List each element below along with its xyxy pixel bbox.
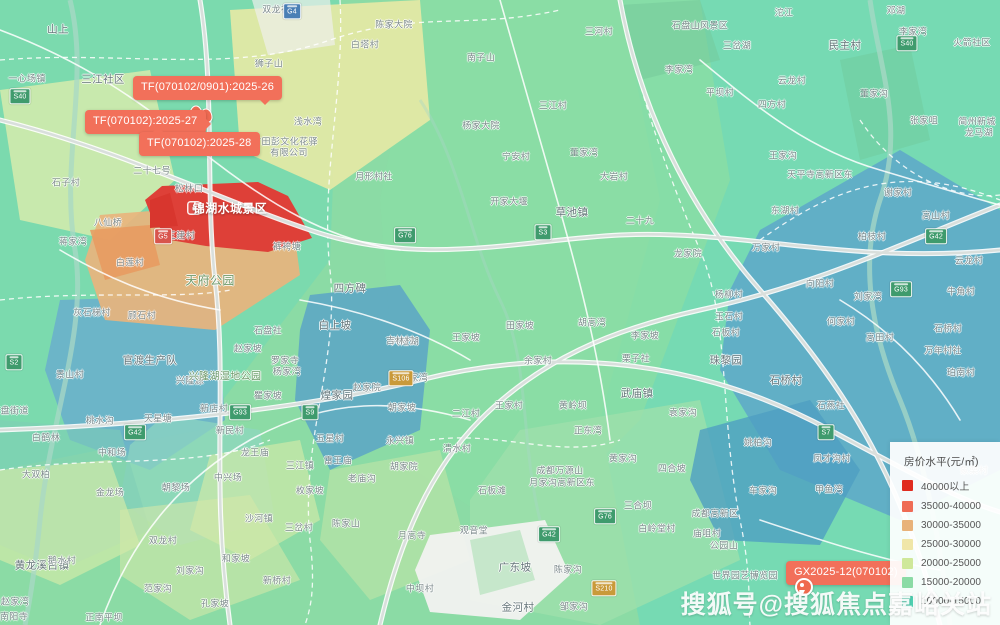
scenic-area-poi-icon[interactable] xyxy=(188,202,200,214)
legend-color-swatch xyxy=(902,520,913,531)
parcel-callout-2025-27[interactable]: TF(070102):2025-27 xyxy=(85,110,210,134)
parcel-callout-2025-26[interactable]: TF(070102/0901):2025-26 xyxy=(133,76,283,105)
highway-shield-icon: G5 xyxy=(154,228,172,244)
region-blue-central xyxy=(295,285,430,470)
legend-row: 15000-20000 xyxy=(902,577,990,588)
legend-row: 25000-30000 xyxy=(902,539,990,550)
highway-shield-icon: G93 xyxy=(890,281,912,297)
parcel-marker-gx2025-12[interactable] xyxy=(795,578,813,596)
highway-shield-icon: G42 xyxy=(124,424,146,440)
legend-range-label: 15000-20000 xyxy=(921,577,982,588)
highway-shield-icon: G42 xyxy=(925,228,947,244)
highway-shield-icon: G42 xyxy=(538,526,560,542)
legend-range-label: 35000-40000 xyxy=(921,501,982,512)
legend-color-swatch xyxy=(902,558,913,569)
parcel-callout-2025-28[interactable]: TF(070102):2025-28 xyxy=(139,127,260,156)
highway-shield-icon: G76 xyxy=(594,508,616,524)
legend-range-label: 40000以上 xyxy=(921,482,970,493)
legend-range-label: 10000-15000 xyxy=(921,596,982,607)
highway-shield-icon: G76 xyxy=(394,227,416,243)
highway-shield-icon: S7 xyxy=(817,424,835,440)
legend-rows: 40000以上 35000-40000 30000-35000 25000-30000… xyxy=(902,478,990,607)
legend-color-swatch xyxy=(902,480,913,491)
legend-row: 30000-35000 xyxy=(902,520,990,531)
legend-title: 房价水平(元/㎡) xyxy=(904,456,979,468)
legend-range-label: 25000-30000 xyxy=(921,539,982,550)
highway-shield-icon: G4 xyxy=(283,3,301,19)
legend-color-swatch xyxy=(902,501,913,512)
legend-row: 10000-15000 xyxy=(902,596,990,607)
highway-shield-icon: S40 xyxy=(896,35,918,51)
legend-row: 35000-40000 xyxy=(902,501,990,512)
legend-color-swatch xyxy=(902,596,913,607)
legend-color-swatch xyxy=(902,539,913,550)
legend-row: 40000以上 xyxy=(902,478,990,493)
price-legend-panel: 房价水平(元/㎡) 40000以上 35000-40000 30000-35000 2… xyxy=(890,442,1000,625)
highway-shield-icon: S9 xyxy=(301,404,319,420)
highway-shield-icon: G93 xyxy=(229,404,251,420)
legend-row: 20000-25000 xyxy=(902,558,990,569)
legend-range-label: 20000-25000 xyxy=(921,558,982,569)
highway-shield-icon: S40 xyxy=(9,88,31,104)
legend-range-label: 30000-35000 xyxy=(921,520,982,531)
highway-shield-icon: S3 xyxy=(534,224,552,240)
legend-color-swatch xyxy=(902,577,913,588)
highway-shield-icon: S210 xyxy=(591,580,617,596)
highway-shield-icon: S106 xyxy=(388,370,414,386)
highway-shield-icon: S2 xyxy=(5,354,23,370)
